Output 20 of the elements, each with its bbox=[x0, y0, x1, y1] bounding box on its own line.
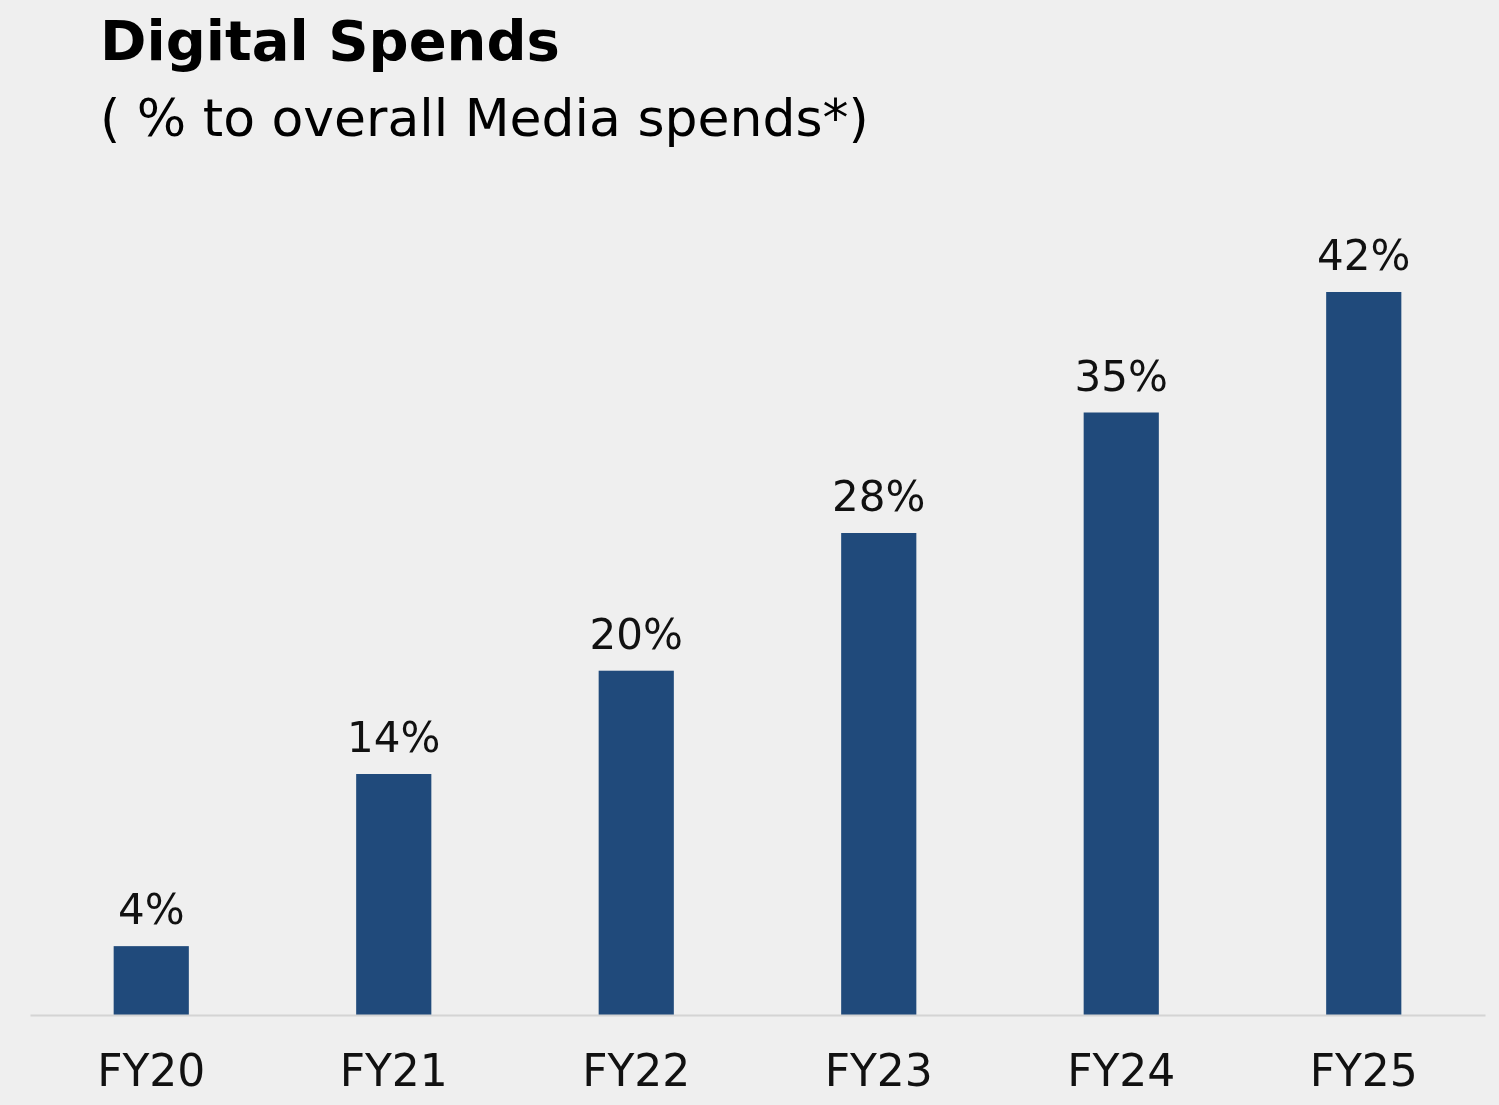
x-tick-label: FY22 bbox=[582, 1045, 691, 1097]
data-label: 28% bbox=[832, 472, 926, 521]
bar bbox=[113, 946, 189, 1015]
x-tick-label: FY25 bbox=[1309, 1045, 1418, 1097]
bar bbox=[841, 533, 917, 1015]
data-label: 14% bbox=[347, 713, 441, 762]
bar bbox=[1083, 412, 1159, 1015]
chart-subtitle: ( % to overall Media spends*) bbox=[100, 88, 869, 148]
bar bbox=[356, 774, 432, 1015]
x-tick-label: FY23 bbox=[824, 1045, 933, 1097]
x-tick-label: FY21 bbox=[339, 1045, 448, 1097]
data-label: 42% bbox=[1317, 231, 1411, 280]
data-label: 20% bbox=[589, 609, 683, 659]
x-tick-label: FY24 bbox=[1067, 1045, 1176, 1097]
bar bbox=[598, 670, 674, 1015]
bar bbox=[1326, 292, 1402, 1015]
data-label: 4% bbox=[117, 885, 185, 935]
chart-title: Digital Spends bbox=[100, 8, 560, 73]
x-tick-label: FY20 bbox=[97, 1045, 206, 1097]
data-label: 35% bbox=[1074, 351, 1168, 401]
